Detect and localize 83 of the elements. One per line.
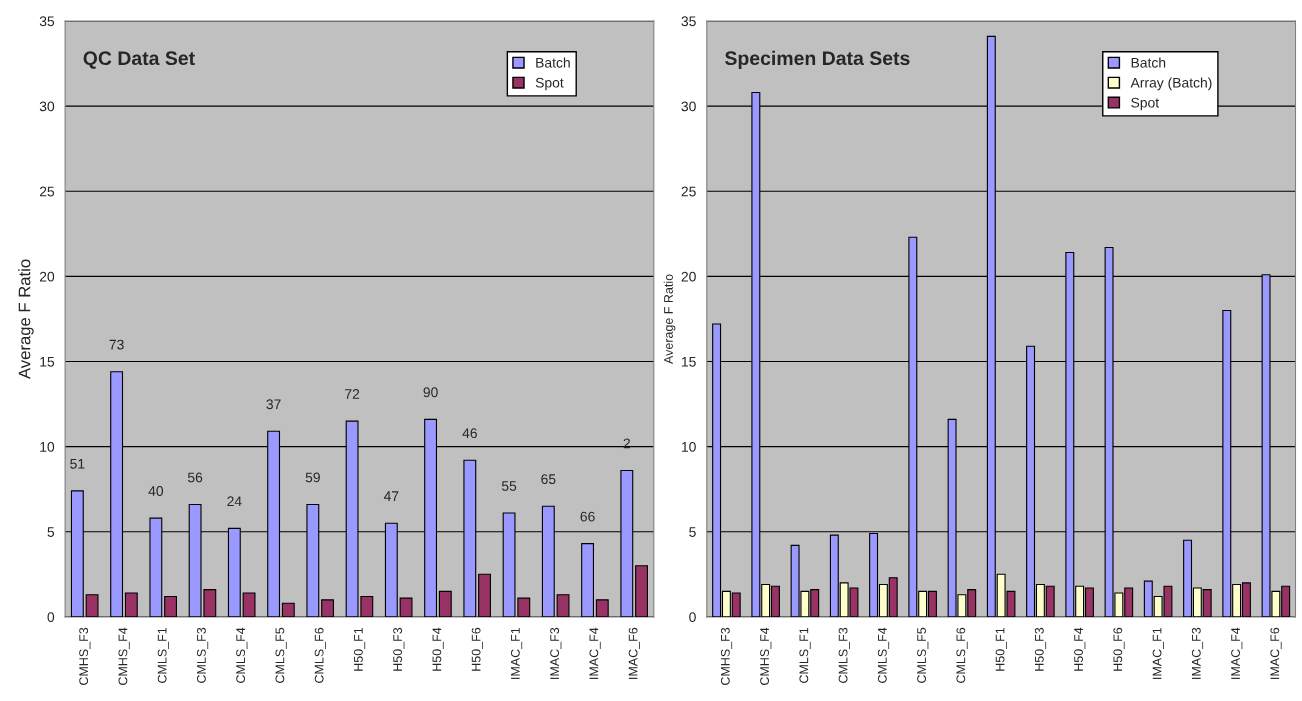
x-tick-label: IMAC_F4 <box>1231 627 1243 679</box>
x-tick-label: H50_F6 <box>471 627 483 671</box>
y-tick-label: 25 <box>39 186 55 197</box>
x-tick-label: H50_F4 <box>1074 627 1086 671</box>
x-tick-label: IMAC_F6 <box>1270 627 1282 679</box>
text: QC Data Set <box>83 51 195 69</box>
x-tick-label: CMHS_F3 <box>79 627 91 685</box>
y-tick-label: 5 <box>689 527 696 537</box>
bar <box>581 543 595 617</box>
legend-label: Spot <box>1131 97 1160 111</box>
y-tick-label: 5 <box>47 527 55 537</box>
y-tick-label: 0 <box>689 612 696 623</box>
bar <box>556 594 570 617</box>
y-axis-title: Average F Ratio <box>663 274 676 364</box>
legend-label: Batch <box>536 57 570 68</box>
x-tick-label: CMLS_F1 <box>799 627 811 683</box>
x-tick-label: H50_F4 <box>432 627 444 671</box>
bar <box>124 592 138 617</box>
x-tick-label: CMLS_F6 <box>956 627 968 683</box>
x-tick-label: CMHS_F3 <box>720 627 733 685</box>
x-tick-label: IMAC_F3 <box>1191 627 1204 679</box>
text: Specimen Data Sets <box>725 50 910 69</box>
x-tick-label: H50_F6 <box>1113 627 1125 671</box>
x-tick-label: CMHS_F4 <box>760 627 772 685</box>
legend-label: Spot <box>535 77 564 91</box>
annotation: 24 <box>227 496 242 507</box>
annotation: 72 <box>345 389 360 399</box>
x-tick-label: H50_F1 <box>995 627 1007 671</box>
x-tick-label: IMAC_F1 <box>510 627 523 679</box>
x-tick-label: CMLS_F6 <box>314 627 326 683</box>
x-tick-label: CMLS_F5 <box>275 627 287 683</box>
legend-label: Array (Batch) <box>1130 77 1212 91</box>
y-tick-label: 10 <box>681 441 696 452</box>
annotation: 59 <box>305 472 320 483</box>
annotation: 56 <box>187 472 203 483</box>
y-tick-label: 15 <box>40 356 55 367</box>
y-tick-label: 0 <box>47 612 55 623</box>
y-tick-label: 30 <box>681 101 696 112</box>
y-tick-label: 35 <box>681 16 696 27</box>
x-tick-label: CMHS_F4 <box>118 627 130 685</box>
bar <box>635 565 648 617</box>
annotation: 47 <box>383 491 399 501</box>
annotation: 37 <box>266 399 281 410</box>
x-tick-label: CMLS_F3 <box>196 627 209 683</box>
annotation: 46 <box>462 428 477 439</box>
x-tick-label: CMLS_F1 <box>157 627 169 683</box>
bar <box>478 573 491 617</box>
x-tick-label: IMAC_F3 <box>550 627 562 679</box>
annotation: 2 <box>623 438 630 449</box>
y-tick-label: 15 <box>681 356 696 367</box>
x-tick-label: IMAC_F6 <box>628 627 640 679</box>
y-tick-label: 20 <box>39 271 55 282</box>
x-tick-label: H50_F1 <box>353 627 366 671</box>
annotation: 51 <box>70 459 85 469</box>
bar <box>399 597 413 617</box>
annotation: 90 <box>423 387 438 398</box>
bar <box>85 594 99 617</box>
bar <box>321 599 335 617</box>
bar <box>595 599 609 617</box>
bar <box>164 595 178 617</box>
bar <box>281 602 295 617</box>
annotation: 40 <box>148 486 164 496</box>
y-axis-title: Average F Ratio <box>18 259 34 379</box>
legend-label: Batch <box>1131 57 1166 68</box>
annotation: 73 <box>109 339 124 350</box>
annotation: 66 <box>580 511 595 522</box>
x-tick-label: CMLS_F4 <box>877 627 890 683</box>
x-tick-label: IMAC_F4 <box>589 627 601 679</box>
x-tick-label: CMLS_F3 <box>838 627 850 683</box>
x-tick-label: IMAC_F1 <box>1152 627 1164 679</box>
y-tick-label: 10 <box>40 441 55 452</box>
annotation: 65 <box>541 474 556 485</box>
x-tick-label: H50_F3 <box>393 627 405 671</box>
x-tick-label: CMLS_F4 <box>236 627 248 683</box>
x-tick-label: CMLS_F5 <box>917 627 929 683</box>
bar <box>438 590 452 617</box>
annotation: 55 <box>501 481 517 491</box>
y-tick-label: 35 <box>39 16 55 27</box>
y-tick-label: 30 <box>39 101 55 112</box>
x-tick-label: H50_F3 <box>1034 627 1047 671</box>
y-tick-label: 25 <box>681 186 696 197</box>
bar <box>242 592 256 617</box>
y-tick-label: 20 <box>681 271 696 282</box>
